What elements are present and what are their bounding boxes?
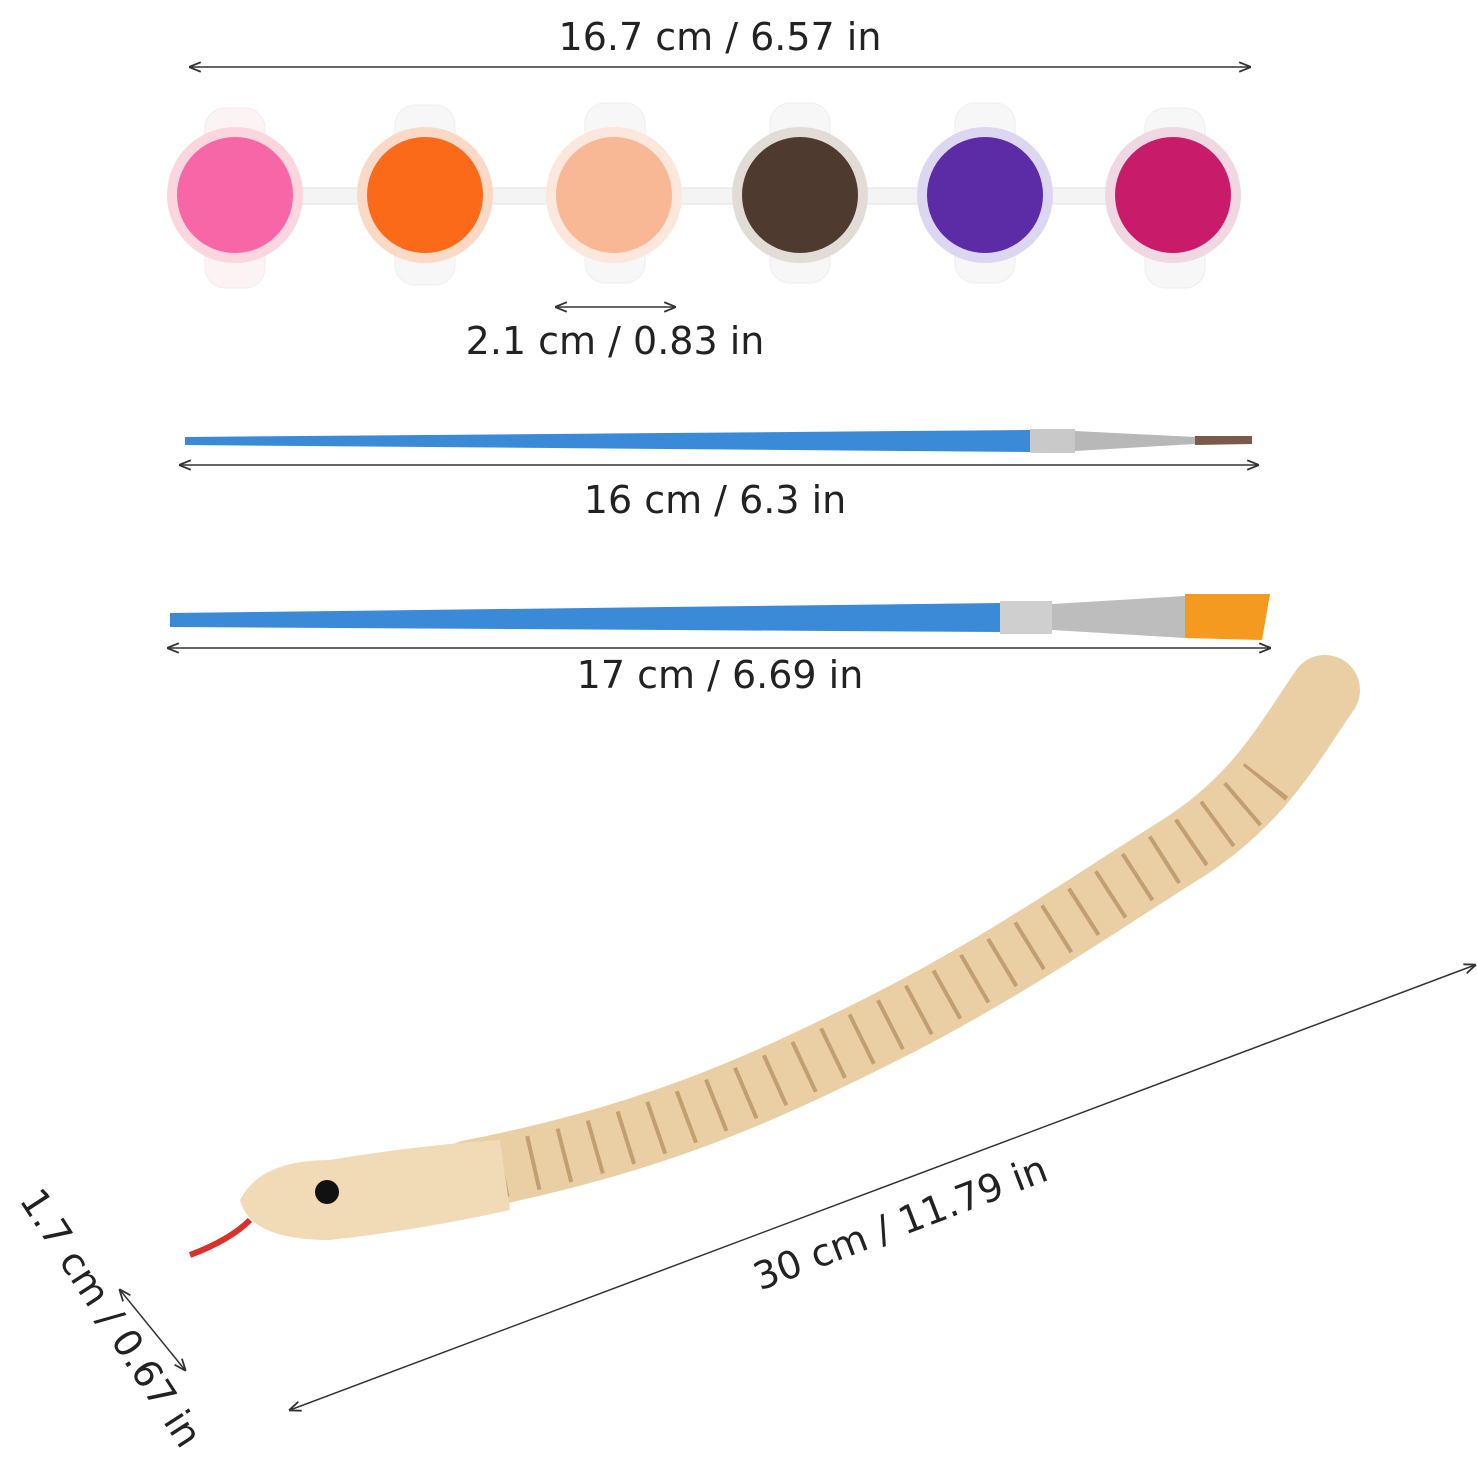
paint-pot: [732, 102, 868, 284]
dimension-label: 30 cm / 11.79 in: [747, 1147, 1053, 1299]
dimension-label: 16.7 cm / 6.57 in: [559, 15, 882, 59]
paint-pot: [1105, 107, 1241, 289]
brush-round: [185, 429, 1252, 453]
paint-pot: [167, 107, 303, 289]
brush-flat: [170, 594, 1270, 640]
dimension-arrow: [290, 965, 1475, 1410]
dimension-label: 1.7 cm / 0.67 in: [11, 1181, 211, 1455]
paint-pot: [546, 102, 682, 284]
paint-strip: [167, 102, 1241, 289]
dimension-label: 17 cm / 6.69 in: [577, 653, 864, 697]
dimension-label: 2.1 cm / 0.83 in: [466, 319, 765, 363]
paint-pot: [917, 102, 1053, 284]
paint-pot: [357, 104, 493, 286]
wooden-snake: [188, 655, 1360, 1258]
dimension-label: 16 cm / 6.3 in: [584, 478, 846, 522]
dimension-arrow: [120, 1290, 185, 1370]
